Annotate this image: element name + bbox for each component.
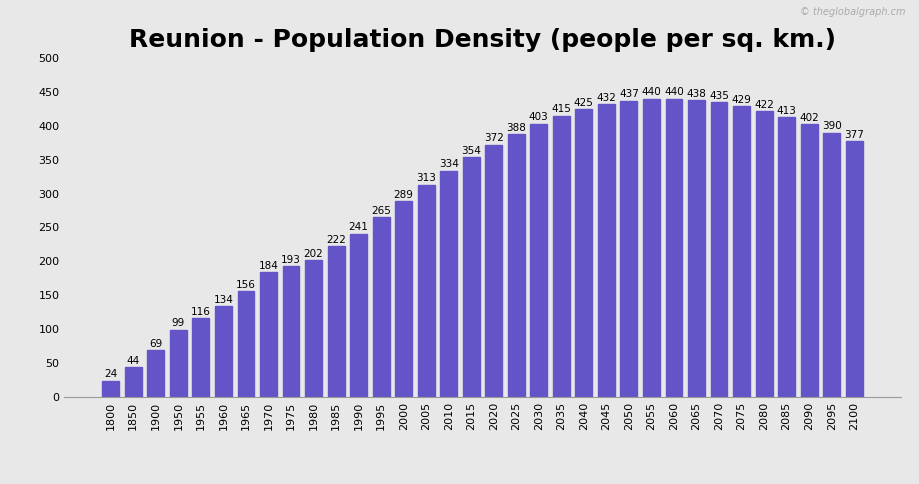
Text: 134: 134 [213, 295, 233, 305]
Bar [575, 109, 592, 397]
Bar [395, 201, 412, 397]
Text: 334: 334 [438, 159, 459, 169]
Bar [350, 234, 367, 397]
Text: 402: 402 [800, 113, 819, 123]
Bar [463, 157, 480, 397]
Bar [778, 117, 795, 397]
Bar [710, 102, 728, 397]
Bar [192, 318, 210, 397]
Bar [282, 266, 300, 397]
Text: 390: 390 [822, 121, 842, 131]
Text: 429: 429 [732, 95, 752, 105]
Text: 193: 193 [281, 255, 301, 265]
Bar [845, 141, 863, 397]
Text: 440: 440 [641, 88, 662, 97]
Text: 388: 388 [506, 122, 527, 133]
Text: 265: 265 [371, 206, 391, 216]
Bar [508, 134, 525, 397]
Bar [125, 367, 142, 397]
Bar [327, 246, 345, 397]
Bar [485, 145, 502, 397]
Bar [260, 272, 277, 397]
Bar [237, 291, 255, 397]
Bar [418, 185, 435, 397]
Text: 372: 372 [483, 134, 504, 143]
Text: © theglobalgraph.cm: © theglobalgraph.cm [800, 7, 905, 17]
Bar [598, 104, 615, 397]
Text: 313: 313 [416, 173, 437, 183]
Text: 184: 184 [258, 261, 278, 271]
Text: 403: 403 [529, 112, 549, 122]
Text: 377: 377 [845, 130, 864, 140]
Bar [823, 133, 840, 397]
Bar [665, 99, 683, 397]
Text: 24: 24 [104, 369, 118, 379]
Bar [530, 124, 547, 397]
Bar [440, 170, 457, 397]
Text: 432: 432 [596, 93, 617, 103]
Text: 241: 241 [348, 222, 369, 232]
Bar [305, 260, 322, 397]
Text: 69: 69 [149, 339, 163, 349]
Bar [215, 306, 232, 397]
Text: 99: 99 [172, 318, 185, 329]
Text: 44: 44 [127, 356, 140, 366]
Text: 354: 354 [461, 146, 482, 156]
Text: 289: 289 [393, 190, 414, 200]
Text: 202: 202 [303, 249, 323, 258]
Text: 435: 435 [709, 91, 729, 101]
Text: 438: 438 [686, 89, 707, 99]
Bar [102, 380, 119, 397]
Text: 116: 116 [191, 307, 210, 317]
Bar [147, 350, 165, 397]
Bar [800, 124, 818, 397]
Bar [755, 111, 773, 397]
Bar [733, 106, 750, 397]
Bar [553, 116, 570, 397]
Title: Reunion - Population Density (people per sq. km.): Reunion - Population Density (people per… [129, 28, 836, 52]
Text: 156: 156 [236, 280, 255, 290]
Text: 413: 413 [777, 106, 797, 116]
Text: 422: 422 [754, 100, 774, 109]
Bar [170, 330, 187, 397]
Text: 440: 440 [664, 88, 684, 97]
Text: 437: 437 [619, 90, 639, 99]
Text: 222: 222 [326, 235, 346, 245]
Text: 425: 425 [573, 98, 594, 107]
Bar [643, 99, 660, 397]
Bar [620, 101, 638, 397]
Bar [373, 217, 390, 397]
Bar [688, 100, 705, 397]
Text: 415: 415 [551, 105, 572, 114]
